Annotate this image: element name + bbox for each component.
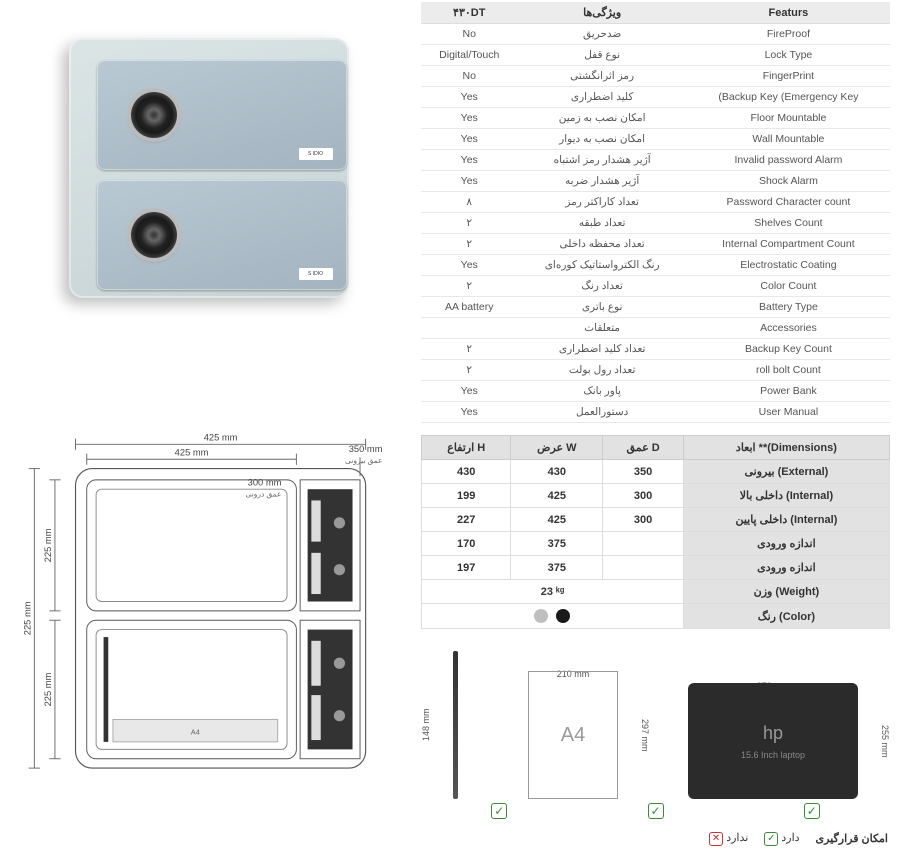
table-row: Yesآژیر هشدار ضربهShock Alarm <box>421 171 890 192</box>
dimensions-table: ارتفاع H عرض W عمق D ابعاد **(Dimensions… <box>421 435 890 629</box>
svg-text:225 mm: 225 mm <box>43 528 53 562</box>
svg-text:عمق بیرونی: عمق بیرونی <box>345 456 382 465</box>
svg-text:225 mm: 225 mm <box>23 601 33 635</box>
table-row: Noرمز اثرانگشتیFingerPrint <box>421 66 890 87</box>
table-row: ۲تعداد طبقهShelves Count <box>421 213 890 234</box>
header-en: Featurs <box>687 2 890 24</box>
table-row: 227425300داخلی پایین (Internal) <box>422 508 890 532</box>
table-row: Yesامکان نصب به زمینFloor Mountable <box>421 108 890 129</box>
header-fa: ویژگی‌ها <box>517 2 686 24</box>
weight-row: 23 ᵏᵍوزن (Weight) <box>422 580 890 604</box>
table-row: Yesآژیر هشدار رمز اشتباهInvalid password… <box>421 150 890 171</box>
check-icon: ✓ <box>648 803 664 819</box>
check-icon: ✓ <box>764 832 778 846</box>
table-row: ۲تعداد رول بولتroll bolt Count <box>421 360 890 381</box>
fit-legend: ✕ ندارد ✓ دارد امکان قرارگیری <box>421 827 890 850</box>
svg-text:425 mm: 425 mm <box>175 448 209 458</box>
table-row: Yesکلید اضطراری(Backup Key (Emergency Ke… <box>421 87 890 108</box>
svg-text:350 mm: 350 mm <box>349 444 383 454</box>
safe-product-photo: S IDIO S IDIO <box>57 26 357 301</box>
fit-comparison: 148 mm 210 mm A4 297 mm 370 mm hp 15.6 I… <box>421 637 890 819</box>
table-row: AA batteryنوع باتریBattery Type <box>421 297 890 318</box>
svg-text:225 mm: 225 mm <box>43 672 53 706</box>
table-row: Yesپاور بانکPower Bank <box>421 381 890 402</box>
table-row: Digital/Touchنوع قفلLock Type <box>421 45 890 66</box>
hp-logo-icon: hp <box>763 723 783 744</box>
table-row: Yesامکان نصب به دیوارWall Mountable <box>421 129 890 150</box>
svg-text:A4: A4 <box>191 727 200 736</box>
safe-dimension-diagram: A4 425 mm 425 mm 350 mm عمق بیرونی 300 m… <box>10 399 403 819</box>
table-row: ۸تعداد کاراکتر رمزPassword Character cou… <box>421 192 890 213</box>
table-row: 170375اندازه ورودی <box>422 532 890 556</box>
svg-text:425 mm: 425 mm <box>204 433 238 443</box>
svg-text:عمق درونی: عمق درونی <box>245 490 281 499</box>
features-table: ۴۳۰DT ویژگی‌ها Featurs NoضدحریقFireProof… <box>421 2 890 423</box>
table-row: ۲تعداد محفظه داخلیInternal Compartment C… <box>421 234 890 255</box>
fit-a4: A4 <box>528 671 618 799</box>
svg-text:300 mm: 300 mm <box>248 477 282 487</box>
fit-laptop: hp 15.6 Inch laptop <box>688 683 858 799</box>
table-row: متعلقاتAccessories <box>421 318 890 339</box>
check-icon: ✓ <box>804 803 820 819</box>
x-icon: ✕ <box>709 832 723 846</box>
fit-pen <box>453 651 458 799</box>
table-row: ۲تعداد رنگColor Count <box>421 276 890 297</box>
header-value: ۴۳۰DT <box>421 2 517 24</box>
table-row: YesدستورالعملUser Manual <box>421 402 890 423</box>
color-row: رنگ (Color) <box>422 604 890 629</box>
table-row: 199425300داخلی بالا (Internal) <box>422 484 890 508</box>
check-icon: ✓ <box>491 803 507 819</box>
table-row: 197375اندازه ورودی <box>422 556 890 580</box>
table-row: 430430350بیرونی (External) <box>422 460 890 484</box>
table-row: ۲تعداد کلید اضطراریBackup Key Count <box>421 339 890 360</box>
table-row: Yesرنگ الکترواستاتیک کوره‌ایElectrostati… <box>421 255 890 276</box>
table-row: NoضدحریقFireProof <box>421 24 890 45</box>
